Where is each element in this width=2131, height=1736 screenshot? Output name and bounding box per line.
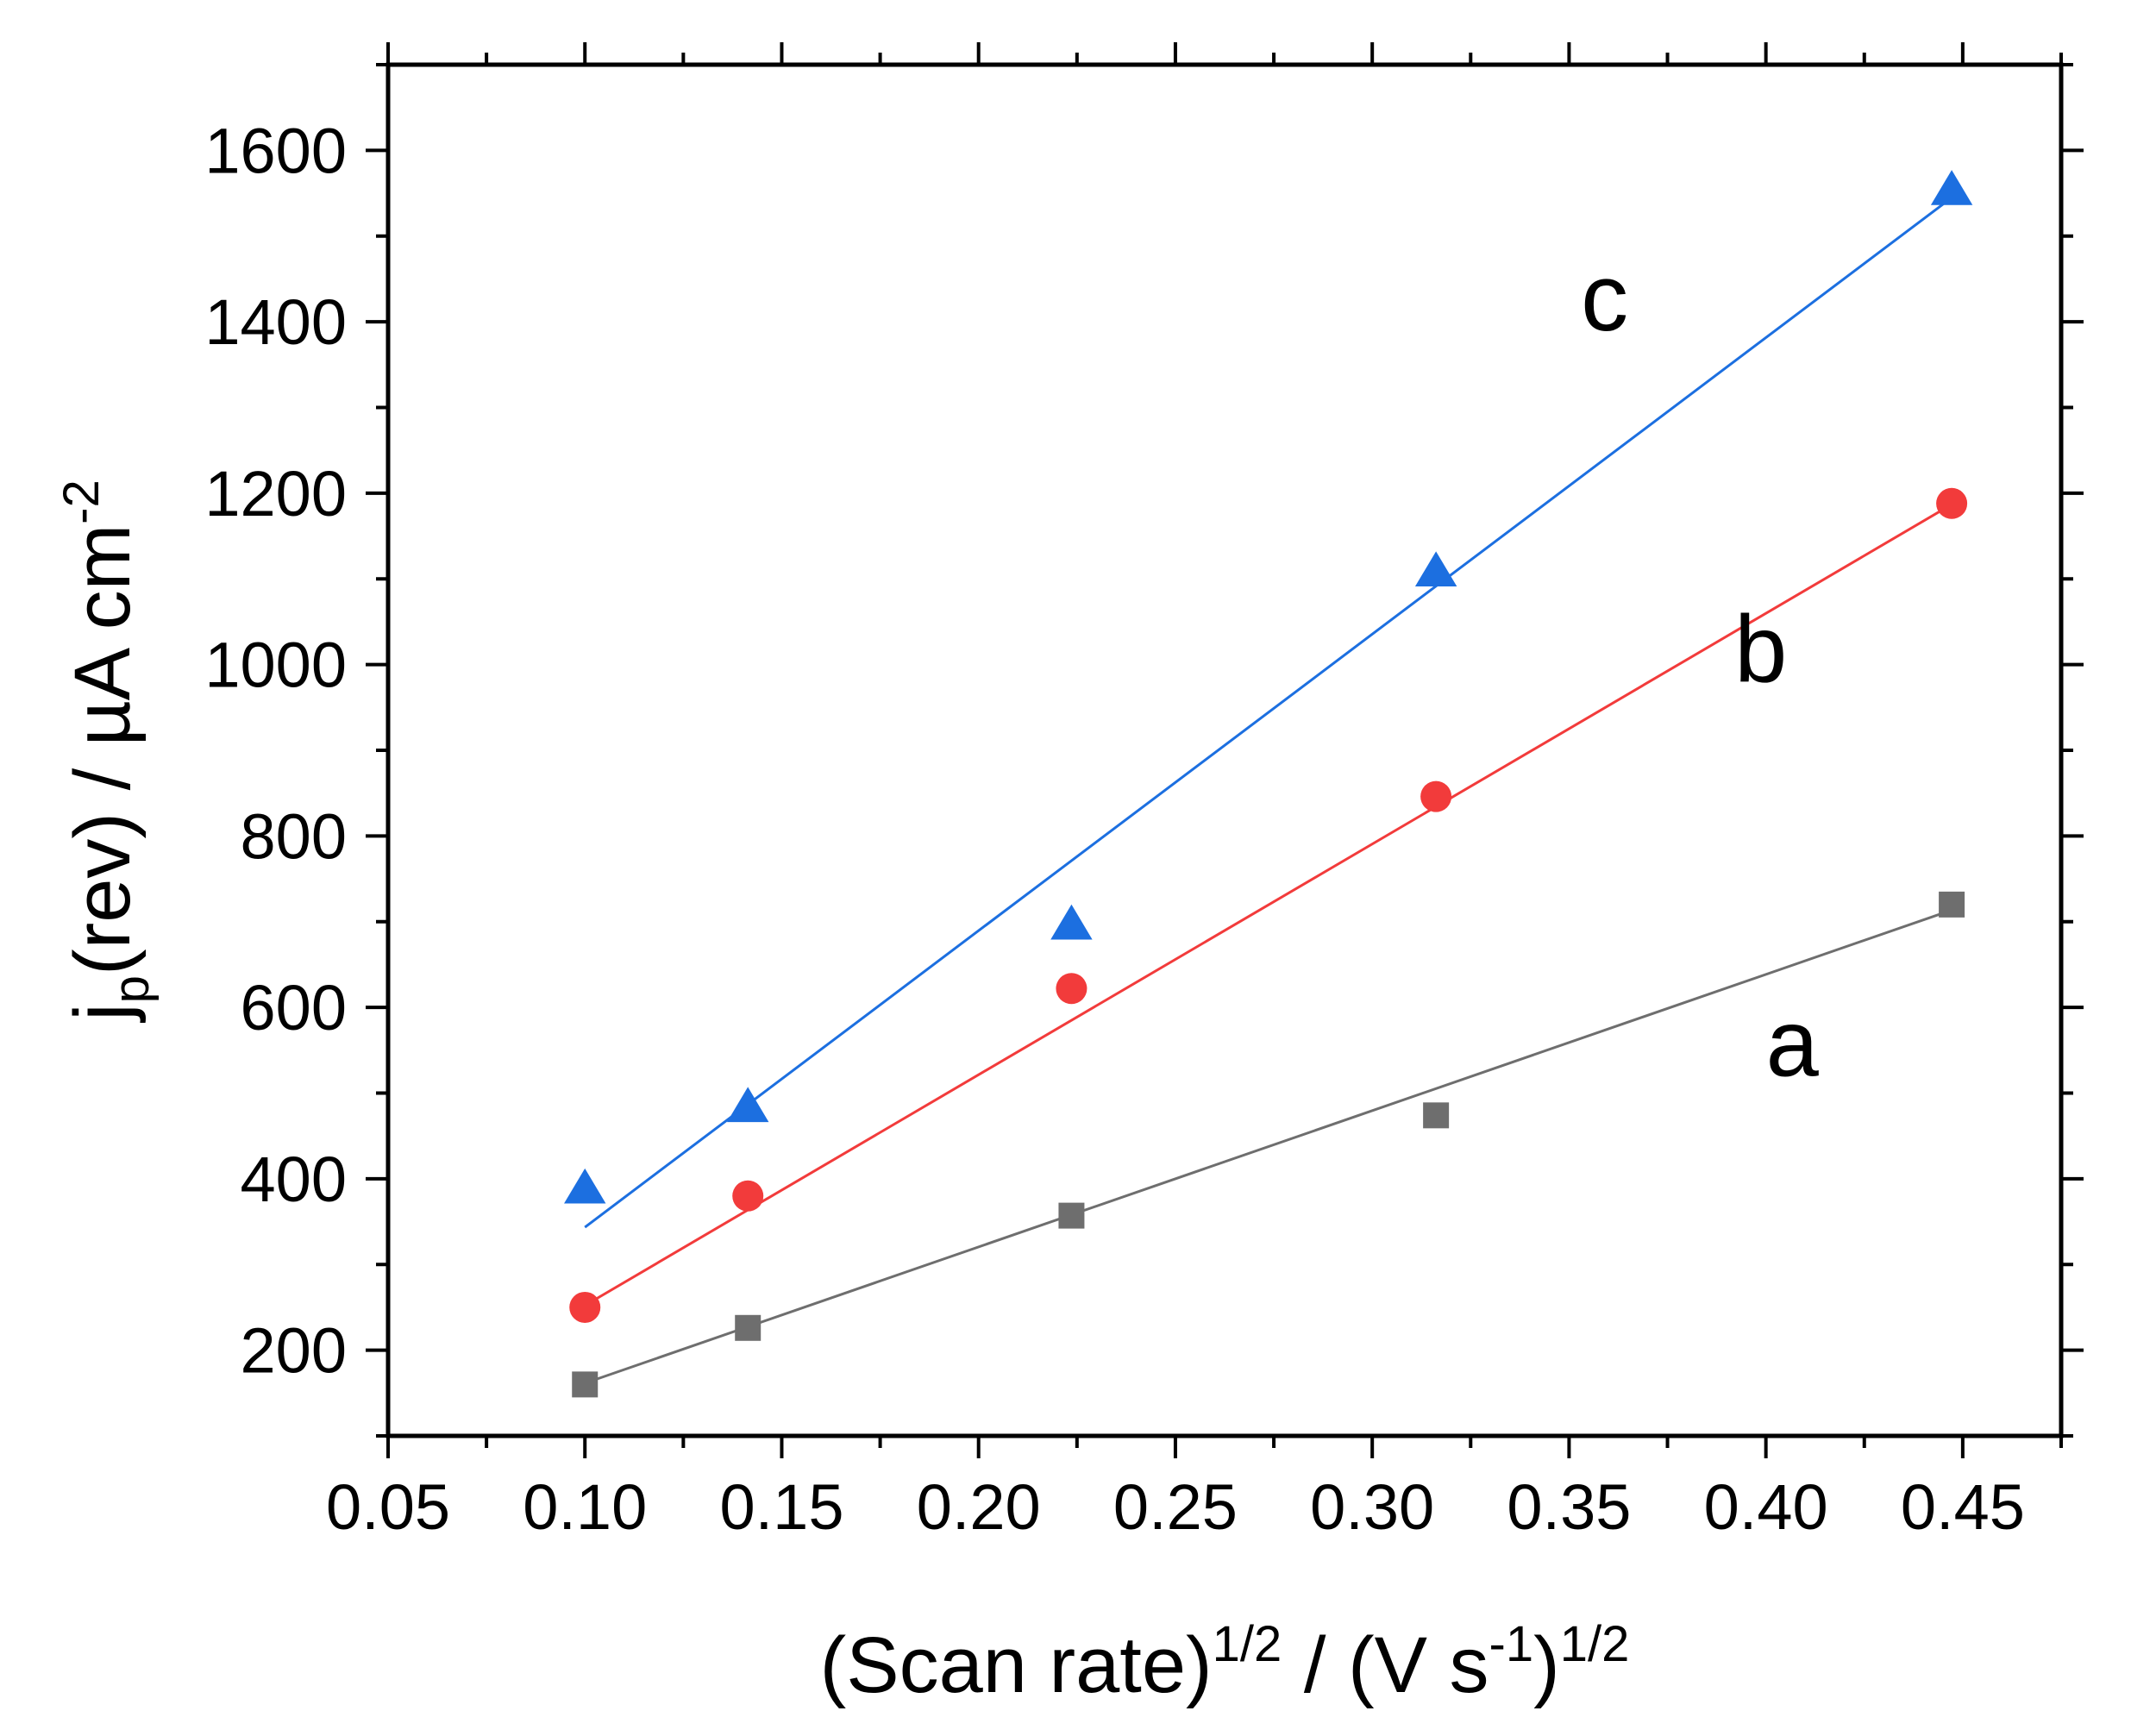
point-b (569, 1291, 601, 1323)
fit-line-a (584, 908, 1952, 1385)
point-b (1420, 780, 1452, 812)
point-c (727, 1087, 769, 1123)
plot-frame (385, 62, 2064, 1438)
x-axis-title-close: ) (1533, 1621, 1560, 1709)
x-axis-title-mid: / (V s (1282, 1621, 1489, 1709)
y-axis-title-sub: p (103, 975, 160, 1003)
y-axis-title: jp(rev) / µA cm-2 (53, 479, 160, 1024)
fit-lines (584, 197, 1953, 1385)
y-axis-title-main: j (59, 1003, 147, 1023)
x-tick-label: 0.20 (917, 1471, 1041, 1543)
series-labels: a b c (1581, 245, 1820, 1097)
point-c (1930, 170, 1973, 205)
point-a (1939, 891, 1965, 918)
x-tick-label: 0.30 (1310, 1471, 1434, 1543)
point-a (735, 1314, 762, 1341)
x-tick-label: 0.45 (1901, 1471, 2025, 1543)
axis-ticks (366, 42, 2084, 1458)
y-tick-label: 200 (241, 1315, 347, 1387)
y-tick-label: 800 (241, 800, 347, 872)
fit-line-c (584, 197, 1953, 1229)
x-axis-title-main: (Scan rate) (820, 1621, 1213, 1709)
point-b (1056, 973, 1087, 1005)
x-axis-title: (Scan rate)1/2 / (V s-1)1/2 (820, 1616, 1630, 1709)
plot-area (385, 62, 2064, 1438)
x-axis-title-sup2: -1 (1489, 1616, 1534, 1672)
point-c (1050, 904, 1093, 940)
x-tick-label: 0.25 (1113, 1471, 1238, 1543)
point-b (732, 1180, 764, 1212)
fit-line-b (584, 503, 1952, 1307)
point-a (1423, 1102, 1450, 1129)
x-tick-label: 0.05 (326, 1471, 450, 1543)
point-a (572, 1371, 599, 1398)
y-tick-label: 1200 (204, 458, 347, 530)
point-c (564, 1168, 606, 1204)
y-axis-title-mid: (rev) / µA cm (59, 524, 147, 975)
x-tick-label: 0.35 (1507, 1471, 1631, 1543)
point-a (1058, 1202, 1085, 1229)
x-axis-title-sup1: 1/2 (1213, 1616, 1282, 1672)
x-tick-label: 0.15 (719, 1471, 843, 1543)
x-tick-label: 0.40 (1704, 1471, 1828, 1543)
x-axis-title-sup3: 1/2 (1560, 1616, 1630, 1672)
series-label-b: b (1734, 597, 1787, 703)
series-label-a: a (1766, 991, 1820, 1097)
point-c (1414, 551, 1457, 587)
y-tick-label: 1000 (204, 630, 347, 701)
y-tick-label: 400 (241, 1144, 347, 1215)
tick-labels: 0.05 0.10 0.15 0.20 0.25 0.30 0.35 0.40 0.45 200 4… (204, 115, 2025, 1543)
y-tick-label: 1600 (204, 115, 347, 186)
y-tick-label: 1400 (204, 286, 347, 358)
point-b (1936, 487, 1968, 519)
data-markers (564, 170, 1973, 1398)
y-tick-label: 600 (241, 972, 347, 1043)
x-tick-label: 0.10 (523, 1471, 647, 1543)
y-axis-title-sup: -2 (53, 479, 110, 524)
series-label-c: c (1581, 245, 1628, 351)
